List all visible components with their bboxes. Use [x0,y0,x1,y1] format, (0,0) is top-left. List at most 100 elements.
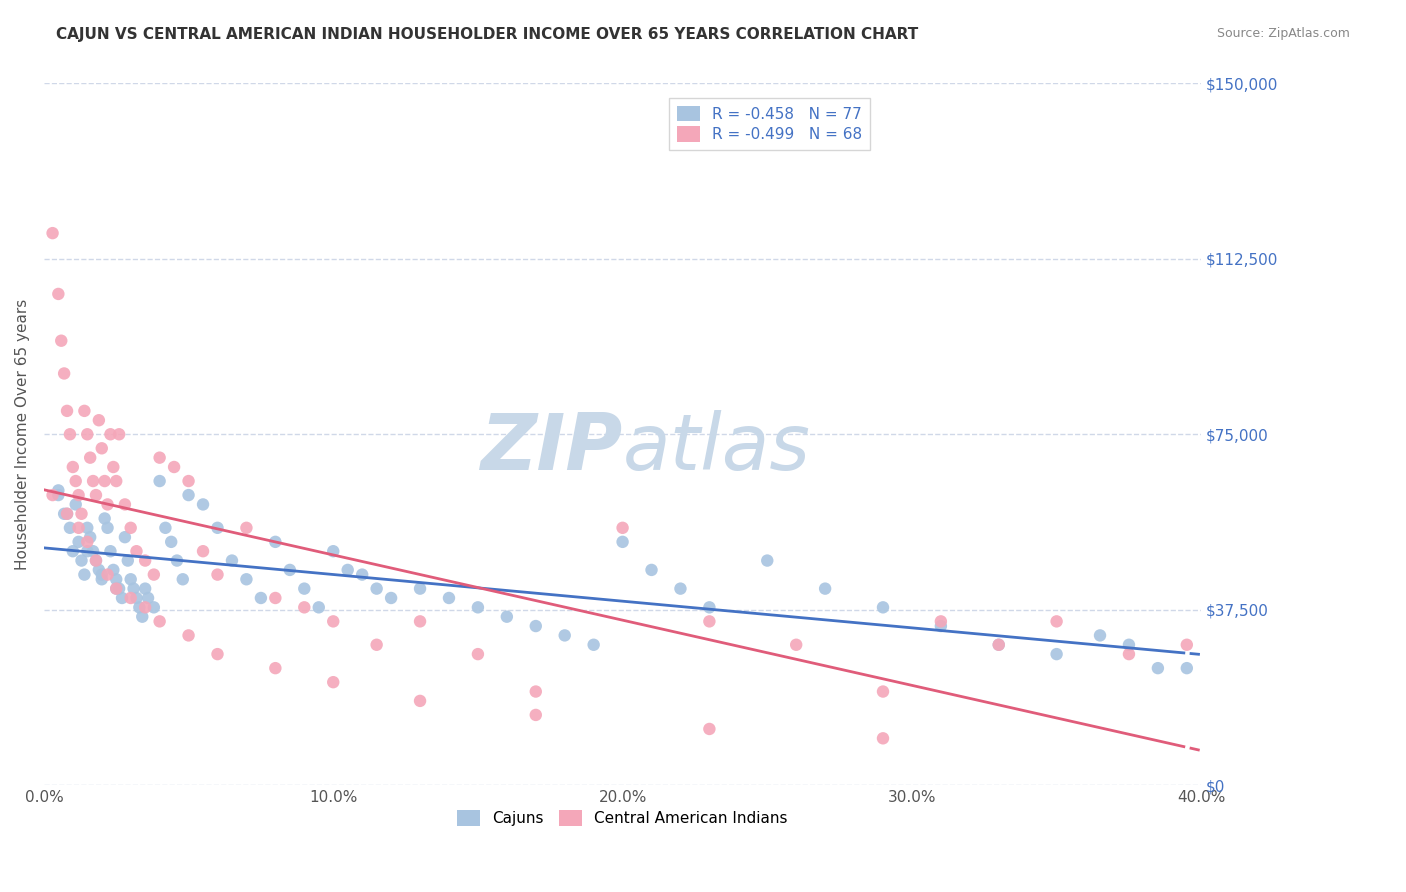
Point [100,427,122,442]
Point [699,722,721,736]
Point [160,534,183,549]
Point [264,591,287,605]
Point [111,591,134,605]
Point [872,731,894,746]
Point [142,600,165,615]
Point [84,553,107,567]
Point [495,609,517,624]
Point [105,572,128,586]
Point [93,474,115,488]
Point [120,591,142,605]
Point [41,488,63,502]
Point [108,582,131,596]
Point [103,563,125,577]
Point [105,474,128,488]
Point [87,413,110,427]
Y-axis label: Householder Income Over 65 years: Householder Income Over 65 years [15,299,30,570]
Point [84,553,107,567]
Point [987,638,1010,652]
Point [56,507,79,521]
Point [929,619,952,633]
Point [149,450,172,465]
Point [612,521,634,535]
Point [987,638,1010,652]
Point [366,582,388,596]
Point [699,615,721,629]
Point [48,488,70,502]
Point [172,572,194,586]
Point [48,287,70,301]
Point [640,563,662,577]
Point [1088,628,1111,642]
Point [177,474,200,488]
Text: atlas: atlas [623,410,810,486]
Point [352,567,374,582]
Point [191,544,214,558]
Point [264,661,287,675]
Point [177,488,200,502]
Point [73,404,96,418]
Point [73,567,96,582]
Point [56,507,79,521]
Text: Source: ZipAtlas.com: Source: ZipAtlas.com [1216,27,1350,40]
Point [336,563,359,577]
Point [70,553,93,567]
Point [120,521,142,535]
Point [872,684,894,698]
Point [67,488,90,502]
Point [53,367,76,381]
Text: ZIP: ZIP [481,410,623,486]
Point [292,600,315,615]
Point [53,507,76,521]
Point [79,450,101,465]
Point [524,684,547,698]
Point [103,460,125,475]
Point [554,628,576,642]
Point [65,474,87,488]
Point [125,544,148,558]
Point [131,609,153,624]
Point [380,591,402,605]
Legend: Cajuns, Central American Indians: Cajuns, Central American Indians [450,802,796,834]
Point [62,460,84,475]
Point [76,534,98,549]
Point [136,591,159,605]
Point [669,582,692,596]
Point [1118,638,1140,652]
Point [108,427,131,442]
Point [264,534,287,549]
Point [308,600,330,615]
Point [82,474,104,488]
Point [100,544,122,558]
Point [82,544,104,558]
Point [409,615,432,629]
Point [409,582,432,596]
Point [814,582,837,596]
Point [467,647,489,661]
Point [235,572,257,586]
Point [65,498,87,512]
Point [929,615,952,629]
Point [56,404,79,418]
Point [366,638,388,652]
Point [163,460,186,475]
Point [166,553,188,567]
Point [134,582,156,596]
Point [96,521,118,535]
Point [67,521,90,535]
Point [93,511,115,525]
Point [322,615,344,629]
Point [1046,615,1069,629]
Point [76,521,98,535]
Point [177,628,200,642]
Point [1118,647,1140,661]
Point [120,572,142,586]
Point [105,582,128,596]
Point [134,553,156,567]
Text: CAJUN VS CENTRAL AMERICAN INDIAN HOUSEHOLDER INCOME OVER 65 YEARS CORRELATION CH: CAJUN VS CENTRAL AMERICAN INDIAN HOUSEHO… [56,27,918,42]
Point [134,600,156,615]
Point [699,600,721,615]
Point [1147,661,1170,675]
Point [250,591,273,605]
Point [70,507,93,521]
